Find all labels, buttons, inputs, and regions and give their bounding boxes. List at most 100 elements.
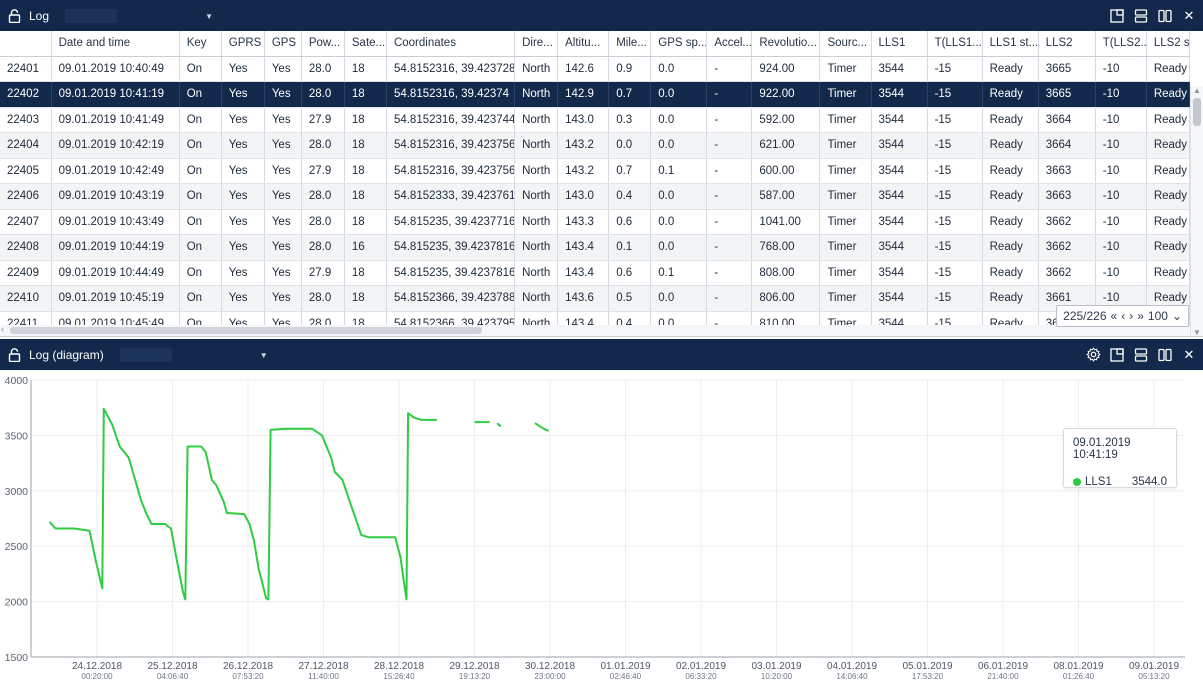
table-cell: 0.0 <box>650 56 708 82</box>
column-header[interactable]: GPS <box>264 31 302 57</box>
table-cell: Timer <box>819 234 872 261</box>
x-tick-date: 26.12.2018 <box>223 661 273 672</box>
panel-layout-icon[interactable] <box>1109 8 1125 24</box>
split-horizontal-icon[interactable] <box>1133 8 1149 24</box>
table-cell: On <box>179 285 222 312</box>
log-source-dropdown[interactable]: ▼ <box>63 6 213 26</box>
table-cell: On <box>179 260 222 286</box>
x-tick-time: 04:06:40 <box>157 672 189 681</box>
table-cell: Yes <box>221 285 265 312</box>
table-row[interactable]: 22403 09.01.2019 10:41:49 On Yes Yes 27.9 18 54… <box>0 107 1191 133</box>
table-cell: 54.8152316, 39.4237566 <box>386 132 516 159</box>
prev-page-icon[interactable]: ‹ <box>1121 309 1126 323</box>
column-header[interactable]: Coordinates <box>386 31 516 57</box>
column-header[interactable]: Altitu... <box>557 31 610 57</box>
column-header[interactable]: T(LLS1... <box>927 31 983 57</box>
tooltip-datetime: 09.01.2019 10:41:19 <box>1073 437 1131 461</box>
scroll-thumb-horizontal[interactable] <box>10 327 482 334</box>
lock-icon[interactable] <box>8 347 22 362</box>
table-row[interactable]: 22406 09.01.2019 10:43:19 On Yes Yes 28.0 18 54… <box>0 183 1191 210</box>
column-header[interactable]: Sate... <box>344 31 387 57</box>
table-cell: Ready <box>1146 56 1191 82</box>
split-horizontal-icon[interactable] <box>1133 347 1149 363</box>
table-cell: North <box>514 158 559 184</box>
column-header[interactable]: Accel... <box>706 31 753 57</box>
column-header[interactable] <box>0 31 52 57</box>
vertical-scrollbar[interactable]: ▲ ▼ <box>1190 86 1203 337</box>
table-cell: -15 <box>927 107 983 133</box>
table-cell: Timer <box>819 158 872 184</box>
table-row[interactable]: 22407 09.01.2019 10:43:49 On Yes Yes 28.0 18 54… <box>0 209 1191 235</box>
split-vertical-icon[interactable] <box>1157 347 1173 363</box>
table-cell: North <box>514 260 559 286</box>
y-tick-label: 2000 <box>5 597 29 609</box>
table-row[interactable]: 22405 09.01.2019 10:42:49 On Yes Yes 27.9 18 54… <box>0 158 1191 184</box>
table-cell: Yes <box>264 260 302 286</box>
table-cell: - <box>706 56 753 82</box>
table-cell: 0.0 <box>650 209 708 235</box>
column-header[interactable]: Pow... <box>301 31 345 57</box>
column-header[interactable]: Sourc... <box>819 31 872 57</box>
scroll-down-icon[interactable]: ▼ <box>1193 328 1201 337</box>
table-cell: -15 <box>927 234 983 261</box>
table-cell: 09.01.2019 10:45:19 <box>51 285 180 312</box>
split-vertical-icon[interactable] <box>1157 8 1173 24</box>
scroll-left-icon[interactable]: ‹ <box>1 324 4 334</box>
chart-svg[interactable]: 1500 2000 2500 3000 3500 4000 24.12.201800:20:… <box>0 370 1203 687</box>
table-cell: Ready <box>1146 158 1191 184</box>
column-header[interactable]: LLS1 <box>871 31 928 57</box>
table-cell: Yes <box>221 81 265 108</box>
table-cell: Yes <box>264 132 302 159</box>
table-cell: -15 <box>927 81 983 108</box>
last-page-icon[interactable]: » <box>1137 309 1144 323</box>
table-row[interactable]: 22409 09.01.2019 10:44:49 On Yes Yes 27.9 18 54… <box>0 260 1191 286</box>
close-icon[interactable]: ✕ <box>1183 7 1195 23</box>
table-cell: Yes <box>221 260 265 286</box>
table-cell: 0.1 <box>650 158 708 184</box>
table-row[interactable]: 22410 09.01.2019 10:45:19 On Yes Yes 28.0 18 54… <box>0 285 1191 312</box>
table-cell: 0.6 <box>608 209 652 235</box>
y-tick-label: 3500 <box>5 430 29 442</box>
table-cell: 18 <box>344 132 387 159</box>
table-cell: Ready <box>1146 132 1191 159</box>
table-row[interactable]: 22404 09.01.2019 10:42:19 On Yes Yes 28.0 18 54… <box>0 132 1191 159</box>
diagram-panel-header: Log (diagram) ▼ ✕ <box>0 339 1203 370</box>
column-header[interactable]: GPS sp... <box>650 31 708 57</box>
table-cell: North <box>514 183 559 210</box>
column-header[interactable]: LLS1 st... <box>982 31 1039 57</box>
table-row[interactable]: 22401 09.01.2019 10:40:49 On Yes Yes 28.0 18 54… <box>0 56 1191 82</box>
column-header[interactable]: GPRS <box>221 31 265 57</box>
scroll-up-icon[interactable]: ▲ <box>1193 86 1201 95</box>
diagram-source-dropdown[interactable]: ▼ <box>118 345 268 365</box>
table-cell: 3664 <box>1038 132 1096 159</box>
table-cell: 22408 <box>0 234 52 261</box>
panel-layout-icon[interactable] <box>1109 347 1125 363</box>
table-row[interactable]: 22402 09.01.2019 10:41:19 On Yes Yes 28.0 18 54… <box>0 81 1191 108</box>
column-header[interactable]: Revolutio... <box>751 31 821 57</box>
column-header[interactable]: Date and time <box>51 31 180 57</box>
table-cell: 18 <box>344 81 387 108</box>
table-row[interactable]: 22408 09.01.2019 10:44:19 On Yes Yes 28.0 16 54… <box>0 234 1191 261</box>
column-header[interactable]: Dire... <box>514 31 559 57</box>
lock-icon[interactable] <box>8 8 22 23</box>
column-header[interactable]: LLS2 <box>1038 31 1096 57</box>
table-cell: -10 <box>1095 81 1147 108</box>
table-cell: 28.0 <box>301 132 345 159</box>
lls1-chart[interactable]: 1500 2000 2500 3000 3500 4000 24.12.2018 00:20:… <box>0 370 1203 687</box>
settings-gear-icon[interactable] <box>1085 347 1101 363</box>
column-header[interactable]: Mile... <box>608 31 652 57</box>
table-cell: Ready <box>1146 260 1191 286</box>
x-tick-time: 00:20:00 <box>81 672 113 681</box>
column-header[interactable]: Key <box>179 31 222 57</box>
close-icon[interactable]: ✕ <box>1183 346 1195 362</box>
next-page-icon[interactable]: › <box>1129 309 1134 323</box>
column-header[interactable]: T(LLS2... <box>1095 31 1147 57</box>
y-tick-label: 1500 <box>5 652 29 664</box>
chevron-down-icon[interactable]: ⌄ <box>1171 309 1182 323</box>
table-cell: 0.4 <box>608 183 652 210</box>
column-header[interactable]: LLS2 st... <box>1146 31 1191 57</box>
scroll-thumb[interactable] <box>1193 98 1201 126</box>
first-page-icon[interactable]: « <box>1110 309 1118 323</box>
horizontal-scrollbar[interactable]: ‹ <box>0 324 1190 336</box>
page-size-select[interactable]: 100 <box>1147 309 1168 323</box>
